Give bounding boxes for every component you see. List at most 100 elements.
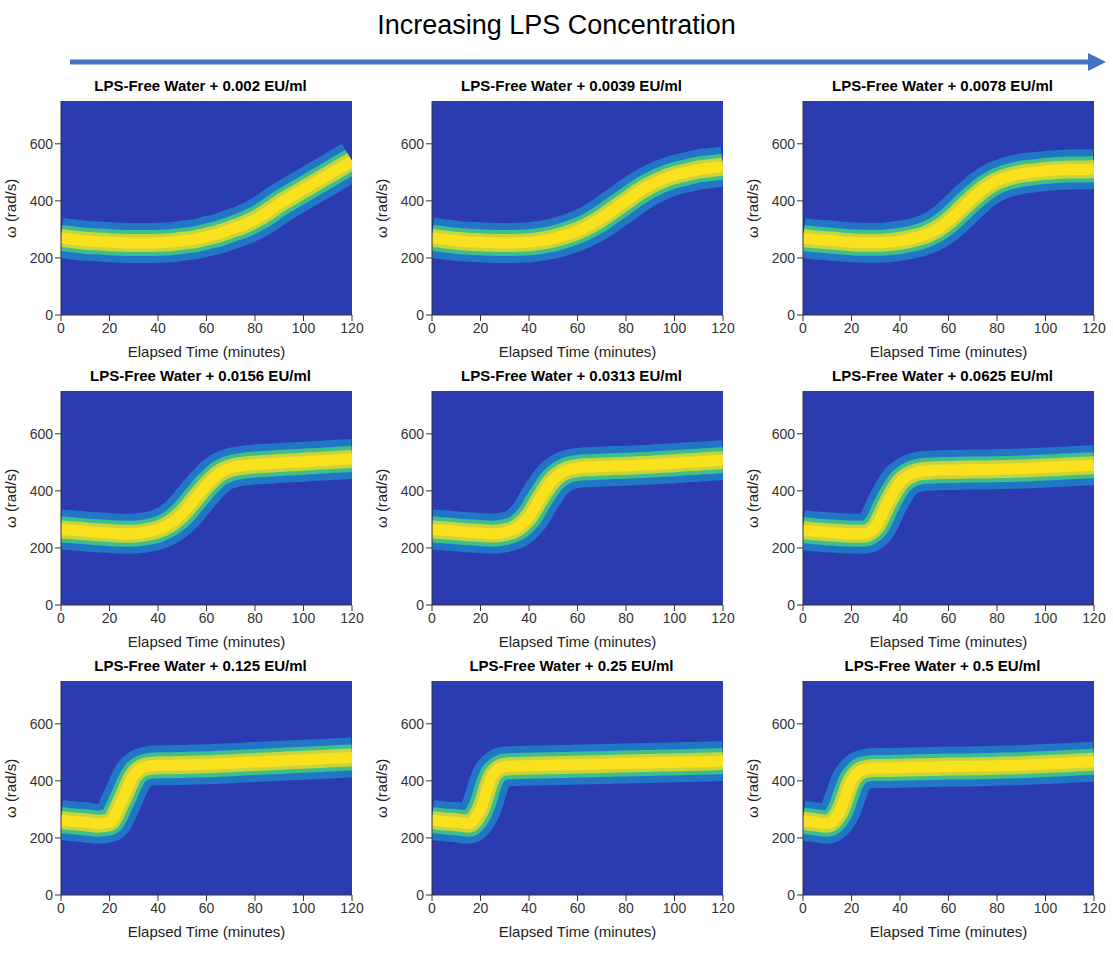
svg-text:Elapsed Time (minutes): Elapsed Time (minutes) bbox=[499, 343, 657, 360]
svg-text:80: 80 bbox=[247, 900, 263, 916]
svg-text:80: 80 bbox=[618, 610, 634, 626]
svg-text:ω (rad/s): ω (rad/s) bbox=[374, 469, 390, 528]
svg-text:200: 200 bbox=[772, 540, 796, 556]
svg-text:ω (rad/s): ω (rad/s) bbox=[745, 469, 761, 528]
svg-text:100: 100 bbox=[1034, 610, 1058, 626]
svg-text:40: 40 bbox=[892, 610, 908, 626]
svg-text:ω (rad/s): ω (rad/s) bbox=[3, 759, 19, 818]
svg-text:Elapsed Time (minutes): Elapsed Time (minutes) bbox=[870, 343, 1028, 360]
svg-text:0: 0 bbox=[416, 887, 424, 903]
svg-text:400: 400 bbox=[401, 773, 425, 789]
svg-text:200: 200 bbox=[30, 540, 54, 556]
svg-text:120: 120 bbox=[340, 320, 364, 336]
svg-text:0: 0 bbox=[416, 597, 424, 613]
svg-text:40: 40 bbox=[892, 900, 908, 916]
svg-text:Elapsed Time (minutes): Elapsed Time (minutes) bbox=[128, 923, 286, 940]
svg-text:80: 80 bbox=[989, 320, 1005, 336]
svg-text:400: 400 bbox=[772, 483, 796, 499]
svg-text:400: 400 bbox=[30, 773, 54, 789]
svg-text:20: 20 bbox=[844, 320, 860, 336]
svg-text:100: 100 bbox=[663, 900, 687, 916]
svg-text:80: 80 bbox=[989, 900, 1005, 916]
svg-text:Elapsed Time (minutes): Elapsed Time (minutes) bbox=[499, 633, 657, 650]
svg-text:ω (rad/s): ω (rad/s) bbox=[745, 759, 761, 818]
svg-text:Elapsed Time (minutes): Elapsed Time (minutes) bbox=[499, 923, 657, 940]
svg-text:0: 0 bbox=[787, 887, 795, 903]
svg-text:40: 40 bbox=[521, 320, 537, 336]
svg-text:120: 120 bbox=[1082, 900, 1106, 916]
svg-text:0: 0 bbox=[45, 307, 53, 323]
svg-text:80: 80 bbox=[618, 320, 634, 336]
svg-text:100: 100 bbox=[663, 320, 687, 336]
svg-text:20: 20 bbox=[102, 320, 118, 336]
svg-text:60: 60 bbox=[199, 320, 215, 336]
svg-text:80: 80 bbox=[989, 610, 1005, 626]
svg-text:0: 0 bbox=[57, 900, 65, 916]
svg-text:400: 400 bbox=[401, 483, 425, 499]
svg-text:400: 400 bbox=[772, 193, 796, 209]
svg-text:600: 600 bbox=[30, 716, 54, 732]
svg-text:60: 60 bbox=[941, 900, 957, 916]
svg-text:0: 0 bbox=[57, 610, 65, 626]
svg-text:100: 100 bbox=[292, 320, 316, 336]
svg-text:200: 200 bbox=[401, 250, 425, 266]
svg-text:20: 20 bbox=[102, 610, 118, 626]
svg-text:80: 80 bbox=[247, 320, 263, 336]
svg-text:80: 80 bbox=[247, 610, 263, 626]
svg-text:100: 100 bbox=[1034, 900, 1058, 916]
svg-text:40: 40 bbox=[521, 610, 537, 626]
svg-text:600: 600 bbox=[401, 426, 425, 442]
svg-text:0: 0 bbox=[799, 900, 807, 916]
svg-text:100: 100 bbox=[663, 610, 687, 626]
svg-text:Elapsed Time (minutes): Elapsed Time (minutes) bbox=[870, 923, 1028, 940]
svg-text:0: 0 bbox=[428, 900, 436, 916]
svg-text:100: 100 bbox=[292, 900, 316, 916]
svg-text:80: 80 bbox=[618, 900, 634, 916]
svg-text:60: 60 bbox=[941, 610, 957, 626]
svg-text:600: 600 bbox=[30, 426, 54, 442]
svg-text:60: 60 bbox=[570, 610, 586, 626]
svg-text:0: 0 bbox=[45, 887, 53, 903]
svg-text:60: 60 bbox=[570, 320, 586, 336]
svg-text:400: 400 bbox=[401, 193, 425, 209]
svg-text:ω (rad/s): ω (rad/s) bbox=[745, 179, 761, 238]
svg-text:200: 200 bbox=[30, 830, 54, 846]
svg-text:400: 400 bbox=[30, 483, 54, 499]
svg-text:200: 200 bbox=[401, 830, 425, 846]
svg-text:40: 40 bbox=[521, 900, 537, 916]
svg-text:120: 120 bbox=[711, 320, 735, 336]
svg-text:120: 120 bbox=[711, 900, 735, 916]
svg-text:0: 0 bbox=[787, 597, 795, 613]
svg-text:20: 20 bbox=[844, 610, 860, 626]
svg-text:120: 120 bbox=[1082, 610, 1106, 626]
svg-text:0: 0 bbox=[799, 610, 807, 626]
svg-text:200: 200 bbox=[772, 830, 796, 846]
svg-text:60: 60 bbox=[941, 320, 957, 336]
svg-text:400: 400 bbox=[30, 193, 54, 209]
svg-text:200: 200 bbox=[772, 250, 796, 266]
svg-text:20: 20 bbox=[102, 900, 118, 916]
svg-text:120: 120 bbox=[1082, 320, 1106, 336]
svg-text:60: 60 bbox=[199, 900, 215, 916]
svg-text:Elapsed Time (minutes): Elapsed Time (minutes) bbox=[128, 343, 286, 360]
svg-text:600: 600 bbox=[30, 136, 54, 152]
svg-text:120: 120 bbox=[340, 610, 364, 626]
svg-text:40: 40 bbox=[150, 610, 166, 626]
svg-text:20: 20 bbox=[844, 900, 860, 916]
svg-text:0: 0 bbox=[57, 320, 65, 336]
svg-text:ω (rad/s): ω (rad/s) bbox=[3, 179, 19, 238]
svg-text:100: 100 bbox=[1034, 320, 1058, 336]
svg-text:40: 40 bbox=[150, 900, 166, 916]
svg-text:60: 60 bbox=[570, 900, 586, 916]
svg-text:60: 60 bbox=[199, 610, 215, 626]
svg-text:Elapsed Time (minutes): Elapsed Time (minutes) bbox=[128, 633, 286, 650]
svg-text:200: 200 bbox=[401, 540, 425, 556]
svg-text:0: 0 bbox=[416, 307, 424, 323]
svg-text:600: 600 bbox=[772, 136, 796, 152]
svg-text:0: 0 bbox=[799, 320, 807, 336]
svg-text:ω (rad/s): ω (rad/s) bbox=[374, 759, 390, 818]
svg-text:600: 600 bbox=[401, 136, 425, 152]
svg-text:400: 400 bbox=[772, 773, 796, 789]
svg-text:120: 120 bbox=[711, 610, 735, 626]
svg-text:100: 100 bbox=[292, 610, 316, 626]
